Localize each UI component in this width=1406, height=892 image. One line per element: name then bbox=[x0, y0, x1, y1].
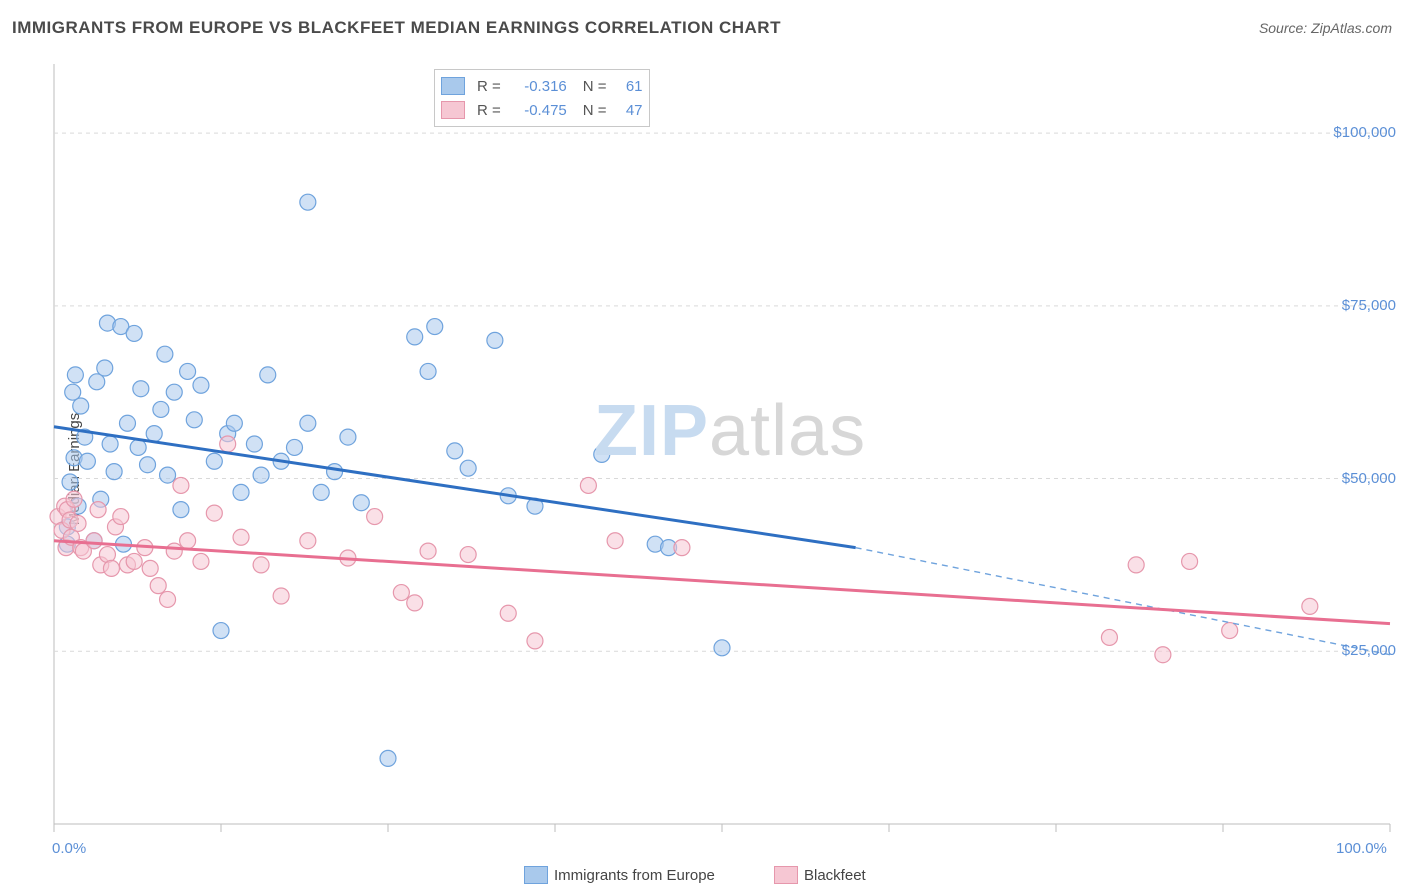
n-label: N = bbox=[583, 78, 607, 95]
n-label: N = bbox=[583, 102, 607, 119]
legend-swatch bbox=[441, 77, 465, 95]
x-tick-label: 100.0% bbox=[1336, 840, 1387, 857]
r-value: -0.316 bbox=[507, 78, 567, 95]
legend-swatch bbox=[441, 101, 465, 119]
r-label: R = bbox=[477, 102, 501, 119]
y-tick-label: $100,000 bbox=[1333, 124, 1396, 141]
legend-swatch bbox=[774, 866, 798, 884]
legend-item: Blackfeet bbox=[774, 866, 866, 884]
legend-label: Blackfeet bbox=[804, 867, 866, 884]
y-tick-label: $25,000 bbox=[1342, 642, 1396, 659]
r-label: R = bbox=[477, 78, 501, 95]
correlation-legend-row: R = -0.316 N = 61 bbox=[441, 74, 643, 98]
r-value: -0.475 bbox=[507, 102, 567, 119]
chart-area: Median Earnings $25,000$50,000$75,000$10… bbox=[4, 50, 1402, 888]
legend-label: Immigrants from Europe bbox=[554, 867, 715, 884]
series-legend: Immigrants from Europe Blackfeet bbox=[4, 858, 1402, 888]
scatter-plot bbox=[4, 50, 1400, 844]
correlation-legend-row: R = -0.475 N = 47 bbox=[441, 98, 643, 122]
n-value: 61 bbox=[613, 78, 643, 95]
y-tick-label: $50,000 bbox=[1342, 470, 1396, 487]
source-label: Source: bbox=[1259, 20, 1311, 36]
chart-title: IMMIGRANTS FROM EUROPE VS BLACKFEET MEDI… bbox=[12, 18, 781, 38]
legend-swatch bbox=[524, 866, 548, 884]
source-value: ZipAtlas.com bbox=[1311, 20, 1392, 36]
correlation-legend: R = -0.316 N = 61 R = -0.475 N = 47 bbox=[434, 69, 650, 127]
source-attribution: Source: ZipAtlas.com bbox=[1259, 20, 1392, 36]
n-value: 47 bbox=[613, 102, 643, 119]
x-tick-label: 0.0% bbox=[52, 840, 86, 857]
legend-item: Immigrants from Europe bbox=[524, 866, 715, 884]
y-tick-label: $75,000 bbox=[1342, 297, 1396, 314]
